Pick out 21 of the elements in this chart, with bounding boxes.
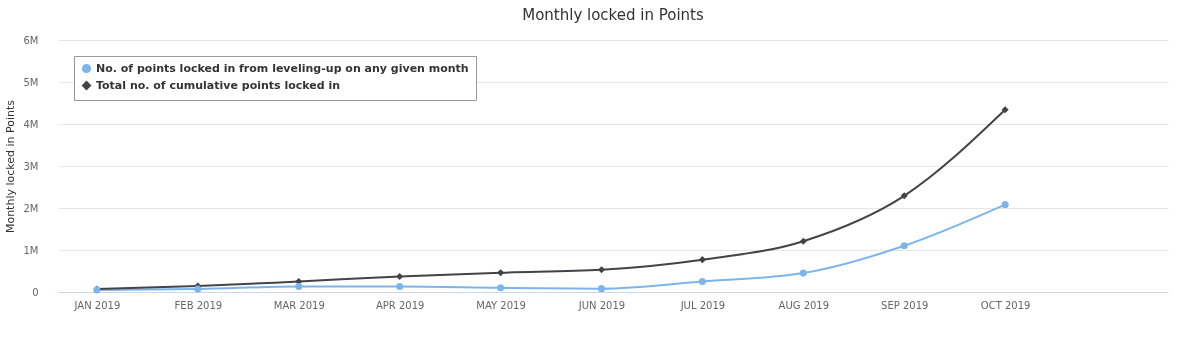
y-tick-label: 1M <box>23 244 39 256</box>
y-tick-label: 2M <box>23 202 39 214</box>
chart-title: Monthly locked in Points <box>522 6 704 24</box>
legend-label: Total no. of cumulative points locked in <box>96 78 341 92</box>
y-tick-label: 6M <box>23 34 39 46</box>
y-tick-label: 5M <box>23 76 39 88</box>
y-tick-label: 3M <box>23 160 39 172</box>
x-tick-label: OCT 2019 <box>980 299 1031 311</box>
y-tick-label: 4M <box>23 118 39 130</box>
x-tick-label: MAR 2019 <box>273 299 325 311</box>
x-tick-label: SEP 2019 <box>881 299 929 311</box>
x-tick-label: APR 2019 <box>375 299 425 311</box>
x-tick-label: JAN 2019 <box>73 299 121 311</box>
x-tick-label: MAY 2019 <box>476 299 526 311</box>
x-tick-label: FEB 2019 <box>174 299 223 311</box>
y-axis-title: Monthly locked in Points <box>3 99 17 234</box>
legend-label: No. of points locked in from leveling-up on any given month <box>96 61 469 75</box>
x-tick-label: AUG 2019 <box>778 299 830 311</box>
x-tick-label: JUL 2019 <box>679 299 726 311</box>
x-tick-label: JUN 2019 <box>577 299 626 311</box>
y-tick-label: 0 <box>32 286 39 298</box>
